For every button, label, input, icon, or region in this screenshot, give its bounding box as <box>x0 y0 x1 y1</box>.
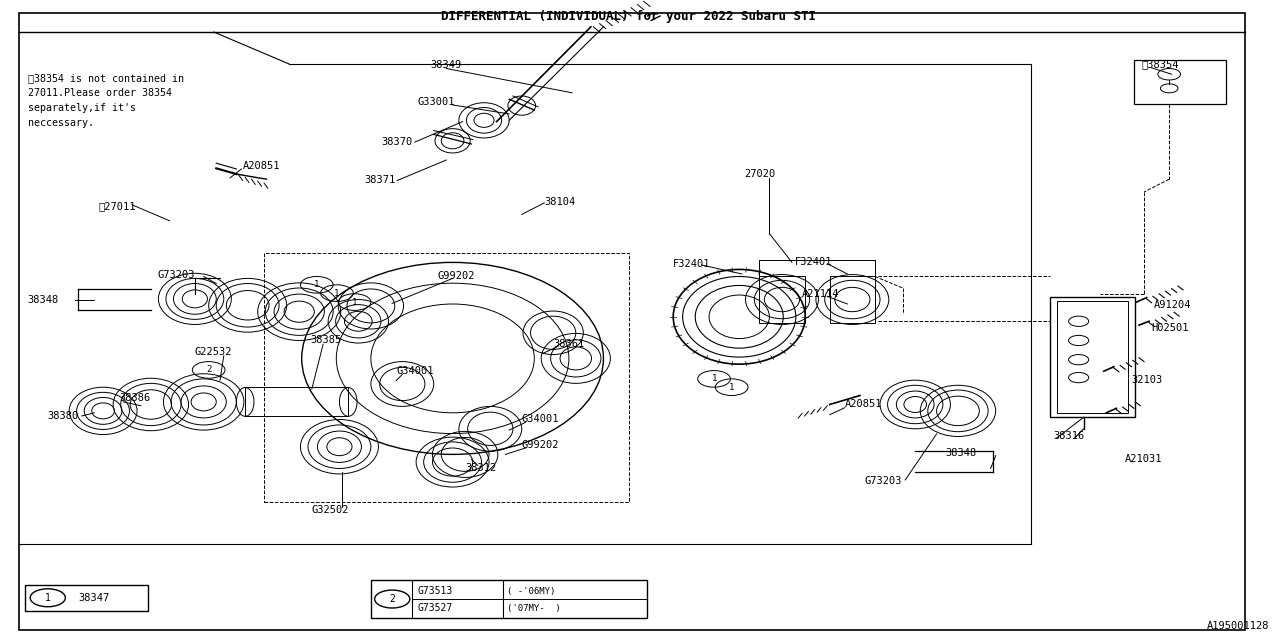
Text: F32401: F32401 <box>672 259 710 269</box>
Text: ※27011: ※27011 <box>99 201 136 211</box>
Text: H02501: H02501 <box>1152 323 1189 333</box>
Bar <box>371 580 648 618</box>
Text: 38348: 38348 <box>946 448 977 458</box>
Text: separately,if it's: separately,if it's <box>28 103 136 113</box>
Text: G73513: G73513 <box>417 586 453 596</box>
Text: 1: 1 <box>352 298 357 307</box>
Text: G99202: G99202 <box>438 271 475 282</box>
Bar <box>1050 297 1135 417</box>
Text: A21031: A21031 <box>1125 454 1162 464</box>
Text: A91204: A91204 <box>1155 300 1192 310</box>
Text: 38316: 38316 <box>1053 431 1084 442</box>
Text: G73203: G73203 <box>157 270 195 280</box>
Text: F32401: F32401 <box>795 257 832 268</box>
Bar <box>26 585 148 611</box>
Text: 1: 1 <box>45 593 51 603</box>
Text: 38380: 38380 <box>47 411 79 421</box>
Bar <box>829 276 876 323</box>
Text: G34001: G34001 <box>396 366 434 376</box>
Text: neccessary.: neccessary. <box>28 118 93 128</box>
Text: 1: 1 <box>334 289 339 298</box>
Text: 38361: 38361 <box>553 339 585 349</box>
Text: G99202: G99202 <box>522 440 559 450</box>
Text: A195001128: A195001128 <box>1207 621 1270 631</box>
Bar <box>1134 60 1226 104</box>
Text: DIFFERENTIAL (INDIVIDUAL) for your 2022 Subaru STI: DIFFERENTIAL (INDIVIDUAL) for your 2022 … <box>442 10 817 22</box>
Text: 38370: 38370 <box>381 137 412 147</box>
Text: ('07MY-  ): ('07MY- ) <box>507 604 561 612</box>
Text: 38312: 38312 <box>465 463 497 474</box>
Text: 38104: 38104 <box>544 196 576 207</box>
Text: A20851: A20851 <box>243 161 280 172</box>
Text: 32103: 32103 <box>1132 374 1162 385</box>
Text: 2: 2 <box>206 365 211 374</box>
Text: G33001: G33001 <box>417 97 454 108</box>
Bar <box>1057 301 1128 413</box>
Text: ※38354 is not contained in: ※38354 is not contained in <box>28 74 183 84</box>
Text: G73527: G73527 <box>417 603 453 613</box>
Text: 38371: 38371 <box>365 175 396 186</box>
Bar <box>759 276 805 323</box>
Text: 27020: 27020 <box>744 169 776 179</box>
Text: 1: 1 <box>730 383 735 392</box>
Text: 38348: 38348 <box>28 294 59 305</box>
Text: ※38354: ※38354 <box>1142 59 1179 69</box>
Text: G32502: G32502 <box>312 505 349 515</box>
Text: A21114: A21114 <box>803 289 840 300</box>
Text: G34001: G34001 <box>522 414 559 424</box>
Text: 1: 1 <box>712 374 717 383</box>
Text: 27011.Please order 38354: 27011.Please order 38354 <box>28 88 172 99</box>
Text: 38386: 38386 <box>119 393 151 403</box>
Text: ( -'06MY): ( -'06MY) <box>507 587 556 596</box>
Bar <box>246 387 348 416</box>
Text: 2: 2 <box>389 594 396 604</box>
Text: G73203: G73203 <box>865 476 902 486</box>
Text: 38349: 38349 <box>430 60 461 70</box>
Text: 38385: 38385 <box>311 335 342 346</box>
Text: 1: 1 <box>314 280 320 289</box>
Bar <box>264 253 628 502</box>
Text: A20851: A20851 <box>845 399 882 410</box>
Text: 38347: 38347 <box>78 593 109 603</box>
Text: G22532: G22532 <box>195 347 233 357</box>
